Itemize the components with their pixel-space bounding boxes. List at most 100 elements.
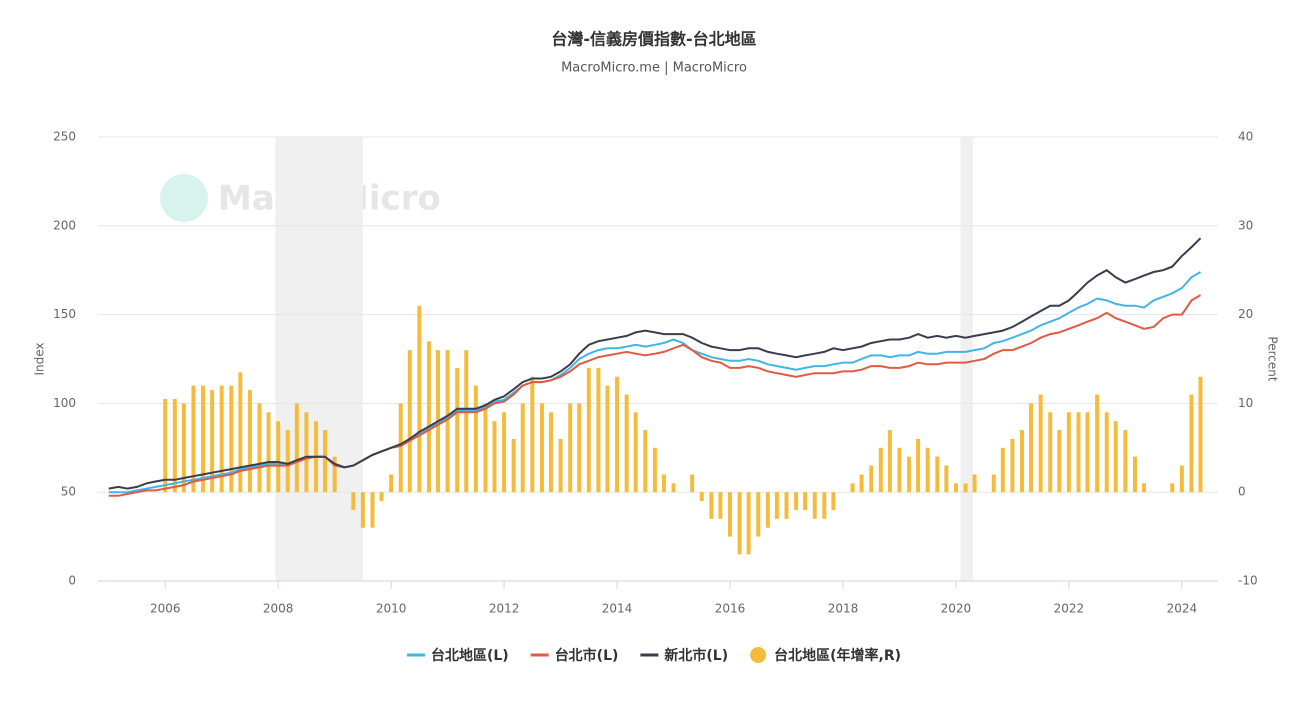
legend-symbol [750,647,767,663]
bar [586,367,591,493]
bar [624,394,629,493]
bar [229,385,234,493]
bar [671,483,676,493]
bar [191,385,196,493]
bar [455,367,460,493]
bar [643,430,648,493]
bar [304,412,309,493]
bar [294,403,299,493]
x-tick-label: 2010 [376,602,407,616]
bar [878,447,883,493]
bar [257,403,262,493]
bar [812,492,817,519]
bar [219,385,224,493]
legend-label: 新北市(L) [664,647,728,664]
bar [483,403,488,493]
y2-tick-label: 10 [1238,396,1253,410]
bar [887,430,892,493]
bar [869,465,874,493]
bar [548,412,553,493]
bar [323,430,328,493]
x-tick-label: 2022 [1054,602,1085,616]
bar [1048,412,1053,493]
bar [728,492,733,537]
bar [963,483,968,493]
bar [210,390,215,493]
bar [1029,403,1034,493]
legend-label: 台北市(L) [555,647,619,664]
bar [794,492,799,510]
bar [1142,483,1147,493]
plot-back [98,136,1218,582]
bar [181,403,186,493]
bar [1010,438,1015,493]
bar [1085,412,1090,493]
bar [445,350,450,493]
bar [1113,421,1118,493]
legend-label: 台北地區(年增率,R) [774,647,901,664]
bar [238,372,243,493]
bar [756,492,761,537]
bar [163,398,168,493]
bar [530,376,535,493]
y2-tick-label: -10 [1238,574,1258,588]
line [108,294,1202,497]
bar [389,474,394,493]
bar [417,305,422,493]
bar [1132,456,1137,493]
chart-subtitle: MacroMicro.me | MacroMicro [561,61,747,76]
bar [850,483,855,493]
bar [690,474,695,493]
bar [1076,412,1081,493]
bar [398,403,403,493]
bar [201,385,206,493]
y2-tick-label: 20 [1238,307,1253,321]
bar [1000,447,1005,493]
bar [1198,376,1203,493]
bar [426,341,431,493]
y-tick-label: 50 [61,485,76,499]
bar [266,412,271,493]
x-tick-label: 2008 [263,602,294,616]
x-tick-label: 2016 [715,602,746,616]
bar [332,456,337,493]
x-tick-label: 2024 [1167,602,1198,616]
bar [709,492,714,519]
line [108,237,1202,490]
legend-item: 台北地區(L) [406,647,509,664]
shaded-band [960,137,973,581]
bar [370,492,375,528]
bar [1179,465,1184,493]
legend-item: 新北市(L) [640,647,728,664]
legend-item: 台北市(L) [530,647,619,664]
bar [539,403,544,493]
bar [746,492,751,555]
x-tick-label: 2018 [828,602,859,616]
y-tick-label: 100 [53,396,76,410]
bar [1104,412,1109,493]
bar [473,385,478,493]
bar [1189,394,1194,493]
bar [935,456,940,493]
bar [1095,394,1100,493]
bar [784,492,789,519]
bar [492,421,497,493]
legend-label: 台北地區(L) [431,647,509,664]
bar [568,403,573,493]
bar [916,438,921,493]
bar [774,492,779,519]
bar [360,492,365,528]
bar [633,412,638,493]
watermark-logo [160,174,208,222]
bar [1066,412,1071,493]
y-tick-label: 150 [53,307,76,321]
y2-tick-label: 40 [1238,130,1253,144]
y2-tick-label: 0 [1238,485,1246,499]
bar [718,492,723,519]
bar [577,403,582,493]
x-tick-label: 2012 [489,602,520,616]
bar [172,398,177,493]
x-tick-label: 2014 [602,602,633,616]
bar [407,350,412,493]
